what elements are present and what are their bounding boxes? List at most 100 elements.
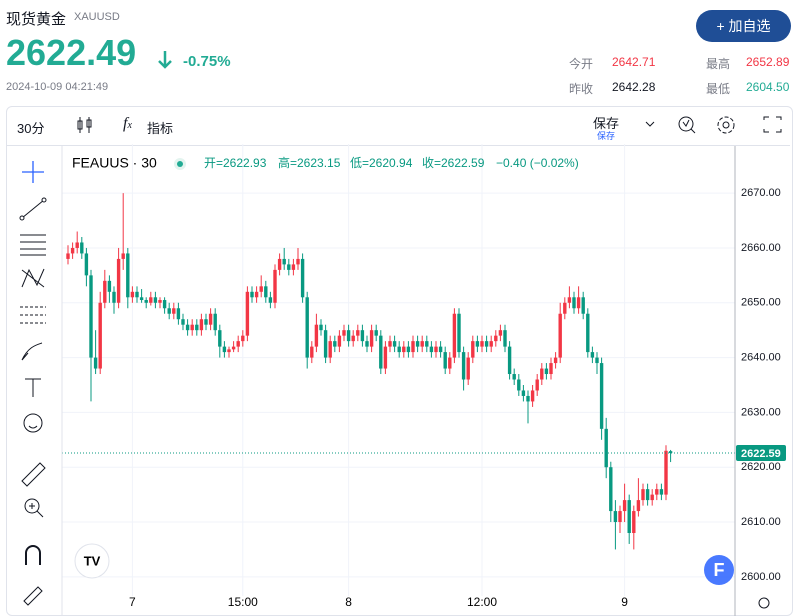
indicators-button[interactable]: 指标 bbox=[147, 121, 174, 136]
candle-body bbox=[254, 291, 259, 298]
candle-body bbox=[498, 330, 503, 336]
candle-body bbox=[337, 335, 342, 347]
y-tick-label: 2610.00 bbox=[741, 516, 781, 528]
title: 现货黄金 bbox=[6, 11, 67, 28]
candle-body bbox=[392, 341, 397, 347]
y-tick-label: 2600.00 bbox=[741, 571, 781, 583]
dropdown-icon[interactable] bbox=[644, 119, 656, 129]
candle-body bbox=[530, 390, 535, 402]
candle-body bbox=[112, 291, 116, 303]
fx-icon[interactable]: fx bbox=[123, 115, 132, 132]
candle-body bbox=[549, 363, 553, 375]
candle-body bbox=[480, 341, 484, 347]
candle-body bbox=[346, 330, 351, 342]
candle-body bbox=[245, 291, 250, 336]
toolbar-divider bbox=[7, 145, 790, 146]
candle-body bbox=[144, 300, 148, 303]
candle-body bbox=[484, 341, 489, 347]
y-tick-label: 2640.00 bbox=[741, 351, 781, 363]
candle-body bbox=[415, 341, 420, 347]
tv-logo: TV bbox=[74, 543, 110, 579]
candle-body bbox=[162, 300, 167, 309]
candle-body bbox=[466, 357, 470, 380]
candle-body bbox=[121, 253, 125, 259]
candle-body bbox=[613, 511, 618, 523]
candle-body bbox=[208, 313, 213, 325]
y-tick-label: 2670.00 bbox=[741, 187, 781, 199]
toolbar-icons[interactable] bbox=[676, 114, 786, 136]
candle-type-icon[interactable] bbox=[75, 115, 95, 135]
candle-body bbox=[540, 368, 544, 380]
candle-body bbox=[360, 330, 365, 342]
candle-body bbox=[149, 297, 153, 303]
x-tick-label: 8 bbox=[345, 595, 352, 609]
candle-body bbox=[273, 269, 277, 303]
x-tick-label: 7 bbox=[129, 595, 136, 609]
candle-body bbox=[167, 308, 171, 314]
x-tick-label: 15:00 bbox=[228, 595, 258, 609]
candle-body bbox=[517, 379, 521, 391]
candle-body bbox=[544, 368, 549, 375]
candle-body bbox=[310, 346, 314, 358]
candle-body bbox=[425, 341, 429, 347]
candle-body bbox=[443, 352, 447, 369]
candle-body bbox=[287, 264, 291, 270]
settings-icon[interactable] bbox=[758, 597, 770, 609]
x-tick-label: 12:00 bbox=[467, 595, 497, 609]
candle-body bbox=[89, 275, 93, 358]
legend-low: 低=2620.94 bbox=[350, 156, 413, 170]
candle-body bbox=[172, 308, 176, 314]
svg-text:TV: TV bbox=[84, 553, 101, 568]
legend-symbol: FEAUUS · 30 bbox=[72, 155, 157, 171]
candle-body bbox=[397, 346, 401, 353]
stat-value: 2642.28 bbox=[612, 80, 656, 94]
drawing-tools[interactable] bbox=[14, 155, 54, 615]
candle-body bbox=[379, 335, 383, 369]
candle-body bbox=[512, 374, 516, 380]
candle-body bbox=[438, 346, 443, 353]
candle-body bbox=[199, 319, 204, 331]
candle-body bbox=[213, 313, 217, 331]
candle-body bbox=[176, 308, 181, 320]
candle-body bbox=[93, 357, 98, 369]
price: 2622.49 bbox=[6, 32, 137, 73]
candle-body bbox=[153, 297, 158, 303]
candle-body bbox=[632, 511, 636, 533]
candle-body bbox=[595, 357, 599, 364]
candle-body bbox=[475, 341, 480, 347]
legend-open: 开=2622.93 bbox=[204, 156, 267, 170]
save-button[interactable]: 保存 bbox=[593, 116, 620, 131]
candle-body bbox=[503, 330, 507, 347]
candle-body bbox=[567, 297, 572, 303]
add-watchlist-button[interactable]: + 加自选 bbox=[696, 10, 791, 42]
candle-body bbox=[507, 346, 512, 375]
candle-body bbox=[328, 341, 332, 358]
symbol: XAUUSD bbox=[74, 11, 120, 23]
candle-body bbox=[300, 258, 305, 298]
candle-body bbox=[126, 253, 130, 298]
stat-label: 今开 bbox=[569, 57, 594, 71]
candle-body bbox=[333, 341, 337, 347]
candle-body bbox=[291, 264, 296, 270]
candle-body bbox=[406, 346, 411, 353]
interval-button[interactable]: 30分 bbox=[17, 121, 45, 136]
candle-body bbox=[434, 346, 438, 353]
last-price-label: 2622.59 bbox=[741, 448, 781, 460]
candle-body bbox=[231, 346, 236, 350]
candle-body bbox=[457, 313, 461, 353]
candle-body bbox=[103, 280, 107, 303]
candle-body bbox=[448, 357, 452, 369]
candle-body bbox=[609, 467, 613, 512]
candle-body bbox=[526, 395, 530, 402]
y-tick-label: 2660.00 bbox=[741, 242, 781, 254]
f-badge[interactable]: F bbox=[704, 555, 734, 585]
candle-body bbox=[259, 286, 263, 292]
candle-body bbox=[66, 253, 70, 259]
candle-body bbox=[314, 324, 319, 347]
candle-body bbox=[535, 379, 539, 391]
candle-body bbox=[296, 258, 300, 265]
candle-body bbox=[323, 330, 328, 358]
candle-body bbox=[627, 500, 631, 533]
candle-body bbox=[305, 297, 309, 358]
